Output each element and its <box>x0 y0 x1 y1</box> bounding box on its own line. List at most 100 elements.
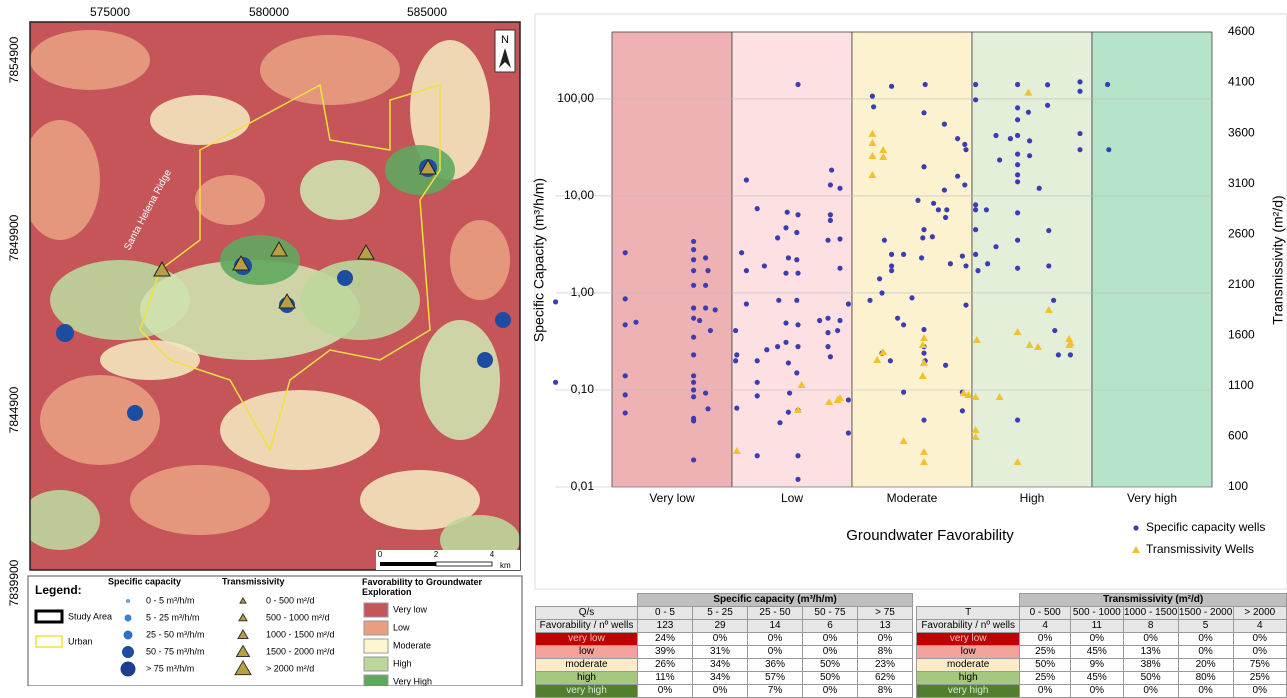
table-cell: 0% <box>858 633 913 646</box>
data-point <box>734 406 739 411</box>
table-cell: 0% <box>1020 633 1071 646</box>
data-point <box>1026 110 1031 115</box>
map-zone <box>150 95 250 145</box>
table-cell: 6 <box>803 620 858 633</box>
table-cell: 0% <box>638 685 693 698</box>
data-point <box>691 418 696 423</box>
map-x-tick: 580000 <box>249 5 289 19</box>
data-point <box>825 344 830 349</box>
category-band <box>612 32 732 487</box>
data-point <box>1052 328 1057 333</box>
table-cell: 20% <box>1178 659 1233 672</box>
map-x-tick: 585000 <box>407 5 447 19</box>
data-point <box>1015 238 1020 243</box>
data-point <box>975 268 980 273</box>
data-point <box>755 358 760 363</box>
data-point <box>691 305 696 310</box>
data-point <box>786 360 791 365</box>
data-point <box>623 392 628 397</box>
table-cell: 75% <box>1233 659 1286 672</box>
map-zone <box>220 235 300 285</box>
data-point <box>889 84 894 89</box>
data-point <box>1077 89 1082 94</box>
data-point <box>817 318 822 323</box>
data-point <box>623 296 628 301</box>
table-cell: 25% <box>1020 672 1071 685</box>
table-cell: 13% <box>1123 646 1178 659</box>
data-point <box>691 380 696 385</box>
legend-swatch <box>364 621 388 635</box>
data-point <box>835 328 840 333</box>
map-y-tick: 7849900 <box>7 214 21 261</box>
table-cell: 0% <box>1178 685 1233 698</box>
table-cell: 0% <box>1070 685 1123 698</box>
table-cell: high <box>536 672 638 685</box>
data-point <box>825 330 830 335</box>
data-point <box>1027 153 1032 158</box>
data-point <box>1015 179 1020 184</box>
data-point <box>955 136 960 141</box>
scale-unit: km <box>500 561 511 570</box>
map-zone <box>450 220 510 300</box>
table-cell: very high <box>917 685 1020 698</box>
data-point <box>923 82 928 87</box>
table-cell: 0% <box>693 633 748 646</box>
y2-axis-title: Transmissivity (m²/d) <box>1270 195 1286 324</box>
table-cell: 24% <box>638 633 693 646</box>
data-point <box>963 263 968 268</box>
legend-item: > 2000 m²/d <box>266 663 314 673</box>
data-point <box>997 157 1002 162</box>
data-point <box>962 182 967 187</box>
data-point <box>787 390 792 395</box>
data-point <box>882 238 887 243</box>
data-point <box>837 318 842 323</box>
legend-heading: Specific capacity <box>108 576 181 586</box>
data-point <box>1027 138 1032 143</box>
data-point <box>739 250 744 255</box>
table-cell: 500 - 1000 <box>1070 607 1123 620</box>
map-x-tick: 575000 <box>90 5 130 19</box>
data-point <box>828 354 833 359</box>
data-point <box>948 261 953 266</box>
legend-item: 0 - 500 m²/d <box>266 595 315 605</box>
table-cell: 5 <box>1178 620 1233 633</box>
table-cell: 0% <box>803 633 858 646</box>
data-point <box>755 393 760 398</box>
data-point <box>783 340 788 345</box>
data-point <box>1068 352 1073 357</box>
data-point <box>895 316 900 321</box>
data-point <box>943 215 948 220</box>
table-cell: 11 <box>1070 620 1123 633</box>
table-cell: Transmissivity (m²/d) <box>1020 594 1287 607</box>
data-point <box>691 257 696 262</box>
table-cell: 0% <box>1020 685 1071 698</box>
category-band <box>732 32 852 487</box>
table-cell: 11% <box>638 672 693 685</box>
data-point <box>1106 147 1111 152</box>
data-point <box>955 174 960 179</box>
data-point <box>1046 228 1051 233</box>
legend-swatch <box>364 657 388 671</box>
data-point <box>703 283 708 288</box>
y-tick-label: 1,00 <box>571 285 595 299</box>
map-well <box>477 352 493 368</box>
table-cell: 0% <box>803 685 858 698</box>
data-point <box>691 283 696 288</box>
data-point <box>828 212 833 217</box>
legend-item: 500 - 1000 m²/d <box>266 612 330 622</box>
data-point <box>623 322 628 327</box>
data-point <box>973 97 978 102</box>
table-cell: low <box>917 646 1020 659</box>
legend-heading: Transmissivity <box>222 576 285 586</box>
y2-tick-label: 600 <box>1228 429 1248 443</box>
data-point <box>889 268 894 273</box>
scale-bar <box>436 562 492 566</box>
table-cell: 34% <box>693 672 748 685</box>
map-zone <box>100 340 200 380</box>
data-point <box>775 344 780 349</box>
data-point <box>691 457 696 462</box>
table-cell: T <box>917 607 1020 620</box>
x-tick-label: Low <box>781 491 803 505</box>
data-point <box>829 167 834 172</box>
